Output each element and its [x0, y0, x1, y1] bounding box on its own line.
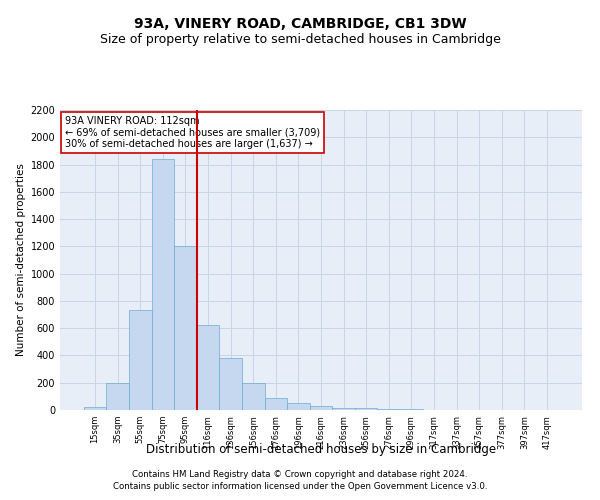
- Bar: [174, 246, 197, 410]
- Text: Contains HM Land Registry data © Crown copyright and database right 2024.: Contains HM Land Registry data © Crown c…: [132, 470, 468, 479]
- Text: 93A, VINERY ROAD, CAMBRIDGE, CB1 3DW: 93A, VINERY ROAD, CAMBRIDGE, CB1 3DW: [134, 18, 466, 32]
- Bar: [84, 408, 106, 410]
- Bar: [197, 325, 220, 410]
- Bar: [152, 159, 174, 410]
- Bar: [129, 310, 152, 410]
- Bar: [287, 402, 310, 410]
- Y-axis label: Number of semi-detached properties: Number of semi-detached properties: [16, 164, 26, 356]
- Bar: [310, 406, 332, 410]
- Bar: [377, 409, 400, 410]
- Text: Contains public sector information licensed under the Open Government Licence v3: Contains public sector information licen…: [113, 482, 487, 491]
- Bar: [106, 384, 129, 410]
- Bar: [220, 358, 242, 410]
- Bar: [265, 398, 287, 410]
- Bar: [355, 408, 377, 410]
- Bar: [332, 408, 355, 410]
- Text: 93A VINERY ROAD: 112sqm
← 69% of semi-detached houses are smaller (3,709)
30% of: 93A VINERY ROAD: 112sqm ← 69% of semi-de…: [65, 116, 320, 149]
- Text: Size of property relative to semi-detached houses in Cambridge: Size of property relative to semi-detach…: [100, 32, 500, 46]
- Text: Distribution of semi-detached houses by size in Cambridge: Distribution of semi-detached houses by …: [146, 442, 496, 456]
- Bar: [242, 382, 265, 410]
